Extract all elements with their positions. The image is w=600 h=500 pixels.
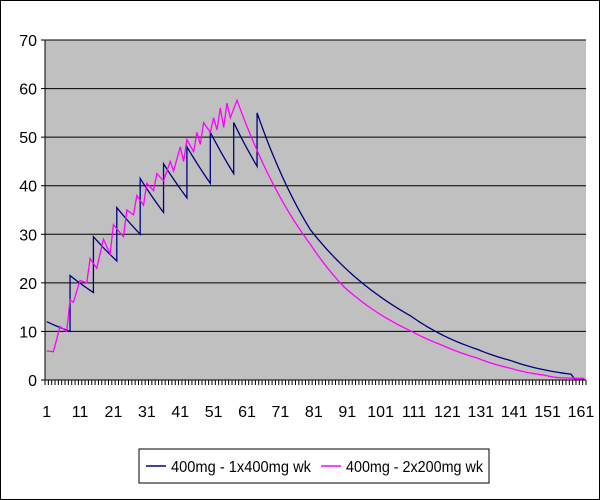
series-group xyxy=(46,98,585,380)
x-tick-label: 91 xyxy=(338,404,356,421)
y-tick-label: 40 xyxy=(19,179,37,196)
y-tick-label: 0 xyxy=(28,373,37,390)
x-tick-label: 41 xyxy=(171,404,189,421)
legend-box xyxy=(138,448,490,484)
x-tick-label: 101 xyxy=(367,404,394,421)
x-tick-label: 121 xyxy=(434,404,461,421)
x-tick-label: 21 xyxy=(105,404,123,421)
x-tick-label: 71 xyxy=(272,404,290,421)
legend: 400mg - 1x400mg wk 400mg - 2x200mg wk xyxy=(138,448,490,484)
y-axis-ticks: 0 10 20 30 40 50 60 70 xyxy=(19,33,45,390)
x-minor-tick-marks xyxy=(44,380,587,385)
y-tick-label: 10 xyxy=(19,324,37,341)
series-line-2 xyxy=(46,98,585,380)
series-line-1 xyxy=(46,112,585,380)
x-tick-label: 61 xyxy=(238,404,256,421)
x-tick-label: 111 xyxy=(402,404,426,421)
plot-area xyxy=(45,40,586,380)
x-tick-label: 161 xyxy=(568,404,595,421)
x-tick-label: 141 xyxy=(501,404,528,421)
y-tick-label: 30 xyxy=(19,227,37,244)
x-tick-label: 1 xyxy=(42,404,51,421)
x-tick-label: 151 xyxy=(534,404,561,421)
grid-lines xyxy=(45,39,586,332)
x-tick-label: 51 xyxy=(205,404,223,421)
y-tick-label: 60 xyxy=(19,82,37,99)
x-tick-label: 31 xyxy=(138,404,156,421)
legend-label-series-2: 400mg - 2x200mg wk xyxy=(346,459,484,476)
x-tick-label: 131 xyxy=(467,404,494,421)
x-axis-ticks: 1 11 21 31 41 51 61 71 81 91 101 111 121 131 141 151 161 xyxy=(42,404,594,421)
y-tick-label: 50 xyxy=(19,130,37,147)
x-tick-label: 11 xyxy=(72,404,89,421)
y-tick-label: 20 xyxy=(19,276,37,293)
x-minor-ticks xyxy=(44,380,587,385)
y-tick-label: 70 xyxy=(19,33,37,50)
x-tick-label: 81 xyxy=(305,404,323,421)
legend-label-series-1: 400mg - 1x400mg wk xyxy=(171,459,312,476)
